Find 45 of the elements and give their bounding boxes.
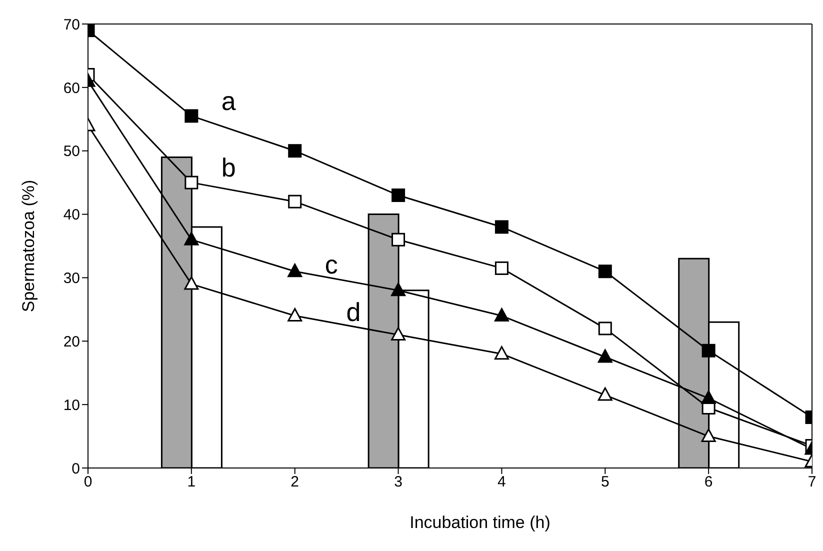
y-tick-label: 40 <box>63 206 80 224</box>
point <box>392 188 406 202</box>
point <box>288 194 302 208</box>
y-axis-title: Spermatozoa (%) <box>19 180 38 312</box>
x-tick-label: 0 <box>84 474 92 491</box>
series-label: a <box>221 86 236 116</box>
x-tick-label: 6 <box>704 474 713 491</box>
point <box>598 264 612 278</box>
series-label: d <box>346 296 361 327</box>
point <box>494 261 508 275</box>
y-tick-label: 0 <box>72 460 80 478</box>
y-tick-label: 10 <box>63 396 80 414</box>
point <box>288 144 302 158</box>
point <box>494 220 508 234</box>
point <box>184 109 198 123</box>
y-tick-label: 30 <box>63 270 80 288</box>
point <box>494 308 509 322</box>
y-tick-label: 70 <box>63 16 80 34</box>
point <box>702 344 716 358</box>
x-tick-label: 1 <box>187 474 196 491</box>
x-tick-label: 7 <box>808 474 816 491</box>
point <box>494 346 509 360</box>
point <box>391 282 406 296</box>
point <box>598 322 612 336</box>
x-tick-label: 5 <box>600 474 610 491</box>
point <box>391 327 406 341</box>
point <box>701 428 716 442</box>
point <box>598 349 612 363</box>
series-label: b <box>221 152 236 183</box>
point <box>184 276 199 290</box>
point <box>288 308 302 322</box>
point <box>288 264 302 278</box>
series-label: c <box>324 249 338 280</box>
y-tick-label: 50 <box>63 143 80 160</box>
x-tick-label: 2 <box>290 474 300 491</box>
point <box>701 390 716 404</box>
point <box>392 232 406 246</box>
y-tick-label: 60 <box>63 80 80 97</box>
y-tick-label: 20 <box>63 333 80 350</box>
point <box>184 232 199 246</box>
point <box>184 176 198 190</box>
x-tick-label: 4 <box>498 474 506 491</box>
point <box>598 387 612 401</box>
x-axis-title: Incubation time (h) <box>410 513 550 532</box>
x-tick-label: 3 <box>394 474 402 491</box>
